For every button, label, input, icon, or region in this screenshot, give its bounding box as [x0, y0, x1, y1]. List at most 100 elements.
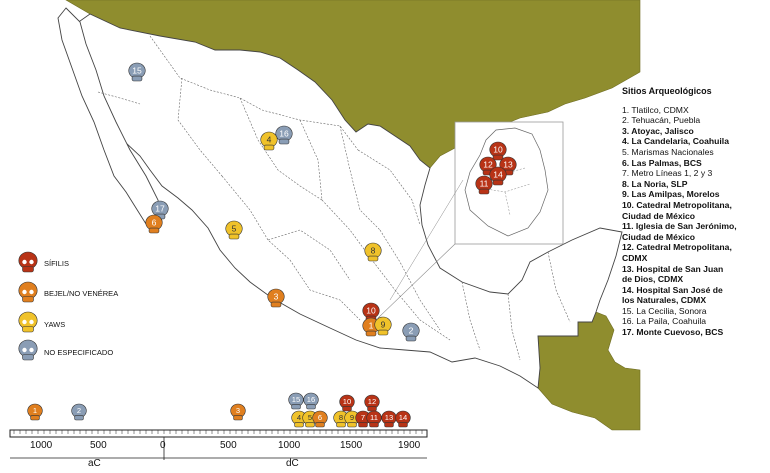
skull-marker-bejel: 6 [312, 410, 328, 428]
tick-label: 0 [160, 440, 166, 451]
era-label-bc: aC [88, 458, 101, 469]
site-entry: 5. Marismas Nacionales [622, 146, 714, 157]
marker-number: 5 [232, 223, 237, 233]
era-label-ad: dC [286, 458, 299, 469]
skull-marker-sifilis: 11 [475, 175, 493, 195]
skull-marker-no_especificado: 17 [151, 200, 169, 220]
marker-number: 10 [366, 305, 376, 315]
marker-number: 1 [369, 320, 374, 330]
timeline-axis [9, 429, 428, 460]
skull-marker-sifilis: 14 [489, 166, 507, 186]
skull-marker-sifilis: 13 [381, 410, 397, 428]
marker-number: 3 [236, 406, 240, 415]
site-entry: 15. La Cecilia, Sonora [622, 305, 707, 316]
skull-marker-yaws: 4 [260, 131, 278, 151]
site-list: 1. Tlatilco, CDMX 2. Tehuacán, Puebla 3. A… [622, 105, 768, 338]
marker-number: 13 [503, 159, 513, 169]
marker-number: 3 [274, 291, 279, 301]
marker-number: 10 [343, 397, 351, 406]
marker-number: 1 [33, 406, 37, 415]
marker-number: 8 [371, 245, 376, 255]
marker-number: 9 [381, 319, 386, 329]
mexico-mainland [69, 13, 623, 389]
sites-legend: Sitios Arqueológicos 1. Tlatilco, CDMX 2.… [622, 86, 768, 338]
skull-marker-yaws: 8 [364, 242, 382, 262]
legend-label-no-especificado: NO ESPECIFICADO [44, 348, 114, 357]
skull-marker-no_especificado: 16 [303, 392, 319, 410]
legend-label-yaws: YAWS [44, 320, 66, 329]
marker-number: 11 [370, 413, 378, 422]
skull-marker-bejel: 1 [27, 403, 43, 421]
tick-label: 1900 [398, 440, 421, 451]
skull-marker-bejel [18, 281, 38, 303]
marker-number: 12 [483, 159, 493, 169]
site-entry: 8. La Noria, SLP [622, 178, 688, 189]
skull-marker-sifilis: 12 [364, 394, 380, 412]
skull-marker-sifilis: 10 [339, 394, 355, 412]
legend-title: Sitios Arqueológicos [622, 86, 712, 96]
marker-number: 15 [292, 395, 300, 404]
skull-marker-sifilis: 10 [489, 141, 507, 161]
skull-marker-yaws: 9 [344, 410, 360, 428]
inset-leader-line-2 [389, 179, 464, 301]
timeline-markers: 1 2 315 164 5 610 128 9 7 11 13 14 [27, 392, 411, 428]
marker-number: 13 [385, 413, 393, 422]
skull-marker-sifilis: 7 [355, 410, 371, 428]
site-entry: 6. Las Palmas, BCS [622, 157, 702, 168]
marker-number: 2 [409, 325, 414, 335]
marker-number: 6 [318, 413, 322, 422]
tick-label: 500 [90, 440, 107, 451]
marker-number: 9 [350, 413, 354, 422]
site-entry: 1. Tlatilco, CDMX [622, 104, 689, 115]
skull-marker-bejel: 6 [145, 214, 163, 234]
site-entry: 13. Hospital de San Juan de Dios, CDMX [622, 263, 724, 285]
site-entry: 16. La Paila, Coahuila [622, 316, 707, 327]
site-entry: 11. Iglesia de San Jerónimo, Ciudad de M… [622, 221, 737, 242]
marker-number: 2 [77, 406, 81, 415]
skull-marker-sifilis: 11 [366, 410, 382, 428]
skull-marker-yaws [18, 311, 38, 333]
site-entry: 17. Monte Cuevoso, BCS [622, 327, 724, 338]
site-entry: 7. Metro Líneas 1, 2 y 3 [622, 168, 713, 179]
marker-number: 11 [480, 178, 489, 188]
site-entry: 12. Catedral Metropolitana, CDMX [622, 242, 732, 263]
marker-number: 4 [297, 413, 301, 422]
tick-label: 500 [220, 440, 237, 451]
state-borders [97, 35, 571, 361]
skull-marker-no_especificado [18, 339, 38, 361]
legend-label-sifilis: SÍFILIS [44, 259, 70, 268]
site-entry: 14. Hospital San José de los Naturales, … [622, 284, 723, 306]
skull-marker-bejel: 3 [230, 403, 246, 421]
marker-number: 4 [267, 134, 272, 144]
tick-label: 1000 [278, 440, 301, 451]
marker-number: 6 [152, 217, 157, 227]
marker-number: 7 [361, 413, 365, 422]
marker-number: 15 [132, 65, 142, 75]
map-markers: 15 16 4 17 6 5 8 3 10 1 9 2 [18, 62, 420, 361]
skull-marker-sifilis [18, 251, 38, 273]
skull-marker-sifilis: 13 [499, 156, 517, 176]
marker-number: 5 [308, 413, 312, 422]
skull-marker-sifilis: 14 [395, 410, 411, 428]
tick-label: 1000 [30, 440, 53, 451]
skull-marker-no_especificado: 15 [288, 392, 304, 410]
skull-marker-no_especificado: 15 [128, 62, 146, 82]
skull-marker-yaws: 8 [333, 410, 349, 428]
marker-number: 17 [155, 203, 165, 213]
skull-marker-bejel: 3 [267, 288, 285, 308]
marker-number: 8 [339, 413, 343, 422]
marker-number: 10 [493, 144, 503, 154]
skull-marker-no_especificado: 2 [71, 403, 87, 421]
marker-number: 12 [368, 397, 376, 406]
site-entry: 10. Catedral Metropolitana, Ciudad de Mé… [622, 199, 732, 221]
marker-number: 14 [493, 169, 503, 179]
skull-marker-yaws: 5 [225, 220, 243, 240]
tick-label: 1500 [340, 440, 363, 451]
marker-number: 16 [307, 395, 315, 404]
site-entry: 9. Las Amilpas, Morelos [622, 189, 720, 200]
site-entry: 4. La Candelaria, Coahuila [622, 136, 729, 147]
inset-leader-line [377, 243, 456, 319]
cdmx-outline [464, 127, 549, 237]
site-entry: 3. Atoyac, Jalisco [622, 125, 694, 136]
